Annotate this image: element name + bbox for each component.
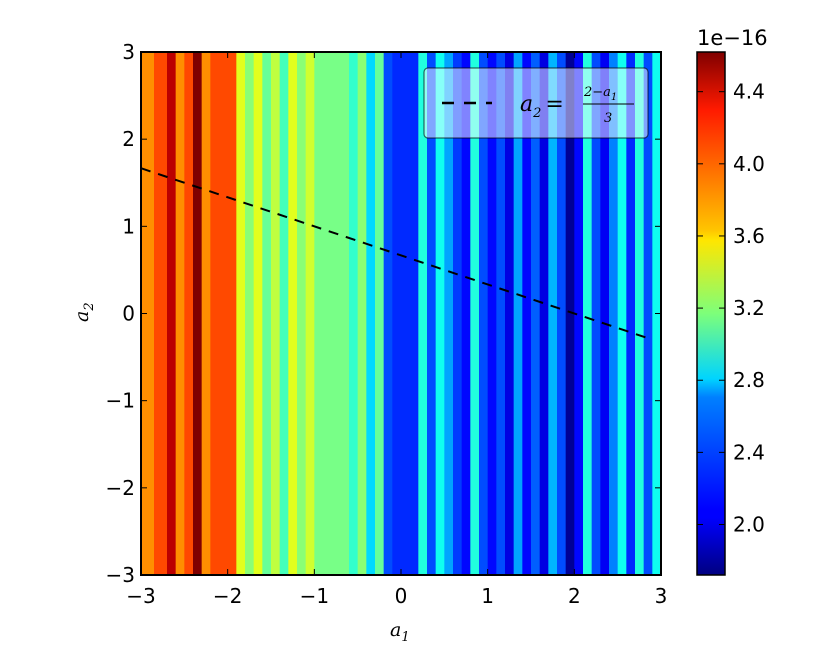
y-tick-label: 1 (122, 214, 135, 238)
x-tick-label: −1 (300, 584, 329, 608)
heatmap-column (635, 52, 645, 575)
heatmap-column (574, 52, 584, 575)
heatmap-column (609, 52, 619, 575)
y-tick-label: 0 (122, 302, 135, 326)
heatmap-column (193, 52, 203, 575)
heatmap-column (141, 52, 155, 575)
colorbar-tick-label: 2.0 (733, 513, 765, 537)
heatmap-column (461, 52, 471, 575)
heatmap-column (487, 52, 497, 575)
colorbar-tick-label: 3.2 (733, 296, 765, 320)
heatmap-column (548, 52, 558, 575)
heatmap-column (175, 52, 185, 575)
y-tick-label: 3 (122, 40, 135, 64)
legend-fraction-denominator: 3 (604, 111, 612, 126)
colorbar-ticks: 2.0 2.4 2.8 3.2 3.6 4.0 4.4 (697, 80, 765, 537)
heatmap-column (565, 52, 575, 575)
heatmap-column (383, 52, 393, 575)
colorbar-tick-label: 2.4 (733, 440, 765, 464)
heatmap-column (201, 52, 211, 575)
legend: a2 = 2−a1 3 (423, 67, 649, 139)
heatmap-column (479, 52, 489, 575)
x-tick-label: −2 (213, 584, 242, 608)
heatmap-column (583, 52, 593, 575)
y-axis-label: a2 (71, 302, 97, 322)
y-axis: −3 −2 −1 0 1 2 3 (106, 40, 661, 587)
heatmap-column (253, 52, 263, 575)
heatmap-column (453, 52, 463, 575)
legend-box (423, 67, 649, 139)
heatmap-column (297, 52, 307, 575)
heatmap-column (418, 52, 428, 575)
y-tick-label: 2 (122, 127, 135, 151)
heatmap-column (522, 52, 532, 575)
y-tick-label: −1 (106, 389, 135, 413)
heatmap-column (305, 52, 315, 575)
colorbar-offset-label: 1e−16 (697, 26, 768, 50)
heatmap-column (279, 52, 289, 575)
heatmap-column (505, 52, 515, 575)
heatmap-column (357, 52, 367, 575)
heatmap-column (288, 52, 298, 575)
x-axis: −3 −2 −1 0 1 2 3 (126, 52, 667, 608)
heatmap-column (184, 52, 194, 575)
colorbar-tick-label: 3.6 (733, 224, 765, 248)
heatmap-column (349, 52, 359, 575)
heatmap-column (154, 52, 168, 575)
x-tick-label: 0 (395, 584, 408, 608)
x-tick-label: 2 (568, 584, 581, 608)
heatmap-column (245, 52, 255, 575)
legend-fraction-numerator: 2−a1 (583, 85, 617, 103)
colorbar-tick-label: 4.4 (733, 80, 765, 104)
heatmap-column (470, 52, 480, 575)
heatmap-column (643, 52, 653, 575)
heatmap-column (539, 52, 549, 575)
colorbar-tick-label: 2.8 (733, 368, 765, 392)
heatmap-column (557, 52, 567, 575)
x-tick-label: −3 (126, 584, 155, 608)
heatmap-column (236, 52, 246, 575)
heatmap-column (496, 52, 506, 575)
heatmap-column (210, 52, 237, 575)
heatmap-column (375, 52, 385, 575)
heatmap-column (262, 52, 272, 575)
heatmap-column (513, 52, 523, 575)
colorbar-tick-label: 4.0 (733, 152, 765, 176)
heatmap-column (392, 52, 419, 575)
heatmap-column (366, 52, 376, 575)
x-axis-label: a1 (390, 619, 410, 645)
heatmap-column (435, 52, 445, 575)
heatmap-column (626, 52, 636, 575)
heatmap-column (600, 52, 610, 575)
heatmap-area (141, 52, 662, 575)
heatmap-column (617, 52, 627, 575)
heatmap-column (531, 52, 541, 575)
x-tick-label: 3 (655, 584, 668, 608)
heatmap-column (444, 52, 454, 575)
heatmap-column (427, 52, 437, 575)
heatmap-column (271, 52, 281, 575)
y-tick-label: −3 (106, 563, 135, 587)
colorbar (696, 51, 726, 576)
heatmap-column (167, 52, 177, 575)
heatmap-column (314, 52, 350, 575)
heatmap-column (591, 52, 601, 575)
y-tick-label: −2 (106, 476, 135, 500)
legend-label: a2 = (520, 92, 564, 121)
x-tick-label: 1 (481, 584, 494, 608)
